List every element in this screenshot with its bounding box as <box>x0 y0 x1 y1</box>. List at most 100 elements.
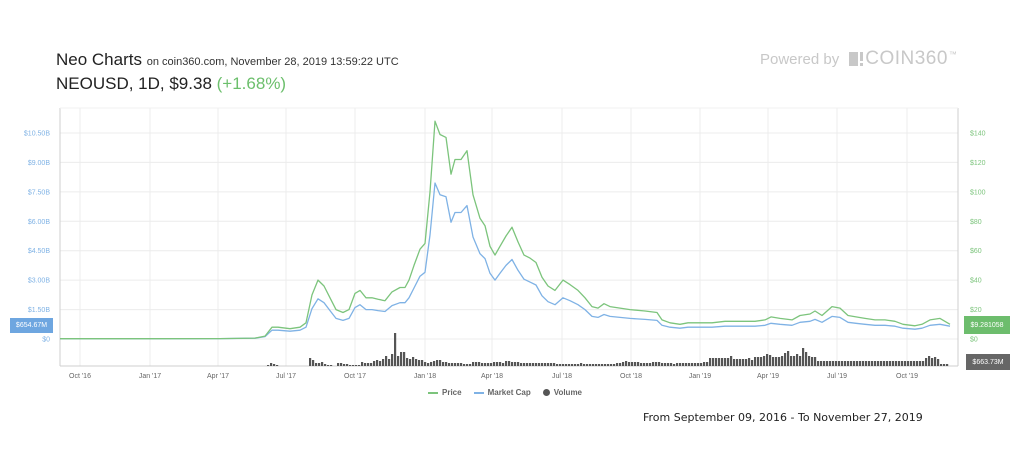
volume-bar <box>805 352 808 366</box>
volume-bar <box>541 363 544 366</box>
volume-bar <box>670 363 673 366</box>
legend-item-market-cap[interactable]: Market Cap <box>473 388 531 397</box>
volume-bar <box>835 361 838 366</box>
volume-dot-icon <box>542 389 550 396</box>
volume-bar <box>511 362 514 366</box>
volume-bar <box>622 362 625 366</box>
y-left-tick: $0 <box>42 337 50 344</box>
volume-bar <box>574 364 577 366</box>
volume-bar <box>733 359 736 366</box>
chart-grid <box>60 108 958 366</box>
volume-bar <box>385 356 388 366</box>
volume-bar <box>403 352 406 366</box>
volume-bar <box>694 363 697 366</box>
volume-bar <box>412 357 415 366</box>
volume-bar <box>421 360 424 366</box>
volume-bar <box>946 364 949 366</box>
volume-bar <box>904 361 907 366</box>
volume-bar <box>478 362 481 366</box>
volume-bar <box>481 363 484 366</box>
volume-bar <box>628 362 631 366</box>
market-cap-line-icon <box>473 391 484 394</box>
y-left-tick: $9.00B <box>28 160 51 167</box>
volume-bar <box>505 361 508 366</box>
volume-bar <box>562 364 565 366</box>
x-tick: Oct '17 <box>344 373 366 380</box>
volume-bar <box>532 363 535 366</box>
volume-bar <box>625 361 628 366</box>
y-right-tick: $140 <box>970 131 986 138</box>
price-line-icon <box>428 391 438 394</box>
market-cap-last-badge: $654.67M <box>10 318 53 333</box>
volume-bar <box>643 363 646 366</box>
volume-bar <box>457 363 460 366</box>
volume-bar <box>634 362 637 366</box>
brand-logo[interactable]: COIN360 ™ <box>849 48 957 70</box>
volume-bar <box>373 361 376 366</box>
volume-bar <box>814 357 817 366</box>
volume-bar <box>682 363 685 366</box>
volume-bar <box>661 363 664 366</box>
volume-bar <box>484 363 487 366</box>
volume-bar <box>430 362 433 366</box>
volume-bar <box>502 363 505 366</box>
volume-bar <box>619 363 622 366</box>
title-line: Neo Charts on coin360.com, November 28, … <box>56 50 399 72</box>
volume-bar <box>309 358 312 366</box>
volume-bar <box>544 363 547 366</box>
volume-bar <box>889 361 892 366</box>
volume-bar <box>535 363 538 366</box>
volume-bar <box>877 361 880 366</box>
volume-bar <box>364 363 367 366</box>
volume-bar <box>370 363 373 366</box>
volume-bar <box>367 363 370 366</box>
volume-bar <box>391 354 394 366</box>
volume-bar <box>658 362 661 366</box>
volume-bar <box>577 364 580 366</box>
volume-bar <box>766 354 769 366</box>
y-right-tick: $120 <box>970 160 986 167</box>
legend-item-volume[interactable]: Volume <box>542 388 583 397</box>
volume-bar <box>321 362 324 366</box>
volume-bar <box>349 365 352 366</box>
volume-bar <box>571 364 574 366</box>
volume-bar <box>466 364 469 366</box>
volume-bar <box>358 365 361 366</box>
powered-by[interactable]: Powered by COIN360 ™ <box>760 48 957 70</box>
legend-item-price[interactable]: Price <box>428 388 462 397</box>
volume-bar <box>315 363 318 366</box>
volume-bar <box>700 363 703 366</box>
symbol-price: NEOUSD, 1D, $9.38 <box>56 74 212 93</box>
legend-label: Market Cap <box>487 388 531 397</box>
volume-bar <box>589 364 592 366</box>
volume-bar <box>772 357 775 366</box>
volume-bar <box>718 358 721 366</box>
volume-bar <box>327 365 330 366</box>
trademark: ™ <box>948 49 958 59</box>
volume-bar <box>721 358 724 366</box>
volume-bar <box>640 363 643 366</box>
volume-bar <box>715 358 718 366</box>
volume-bar <box>616 363 619 366</box>
volume-bar <box>439 360 442 366</box>
volume-bar <box>907 361 910 366</box>
y-left-tick: $6.00B <box>28 219 51 226</box>
volume-bar <box>267 365 270 366</box>
powered-by-label: Powered by <box>760 50 840 68</box>
volume-bar <box>637 362 640 366</box>
volume-bar <box>352 365 355 366</box>
volume-bar <box>273 364 276 366</box>
volume-bar <box>667 363 670 366</box>
volume-bar <box>775 357 778 366</box>
volume-bar <box>925 358 928 366</box>
y-left-tick: $7.50B <box>28 189 51 196</box>
volume-bar <box>901 361 904 366</box>
y-right-tick: $40 <box>970 278 982 285</box>
legend-label: Volume <box>553 388 583 397</box>
volume-bar <box>388 359 391 366</box>
volume-bar <box>910 361 913 366</box>
x-tick: Jan '19 <box>689 373 711 380</box>
volume-bar <box>613 364 616 366</box>
volume-bar <box>547 363 550 366</box>
